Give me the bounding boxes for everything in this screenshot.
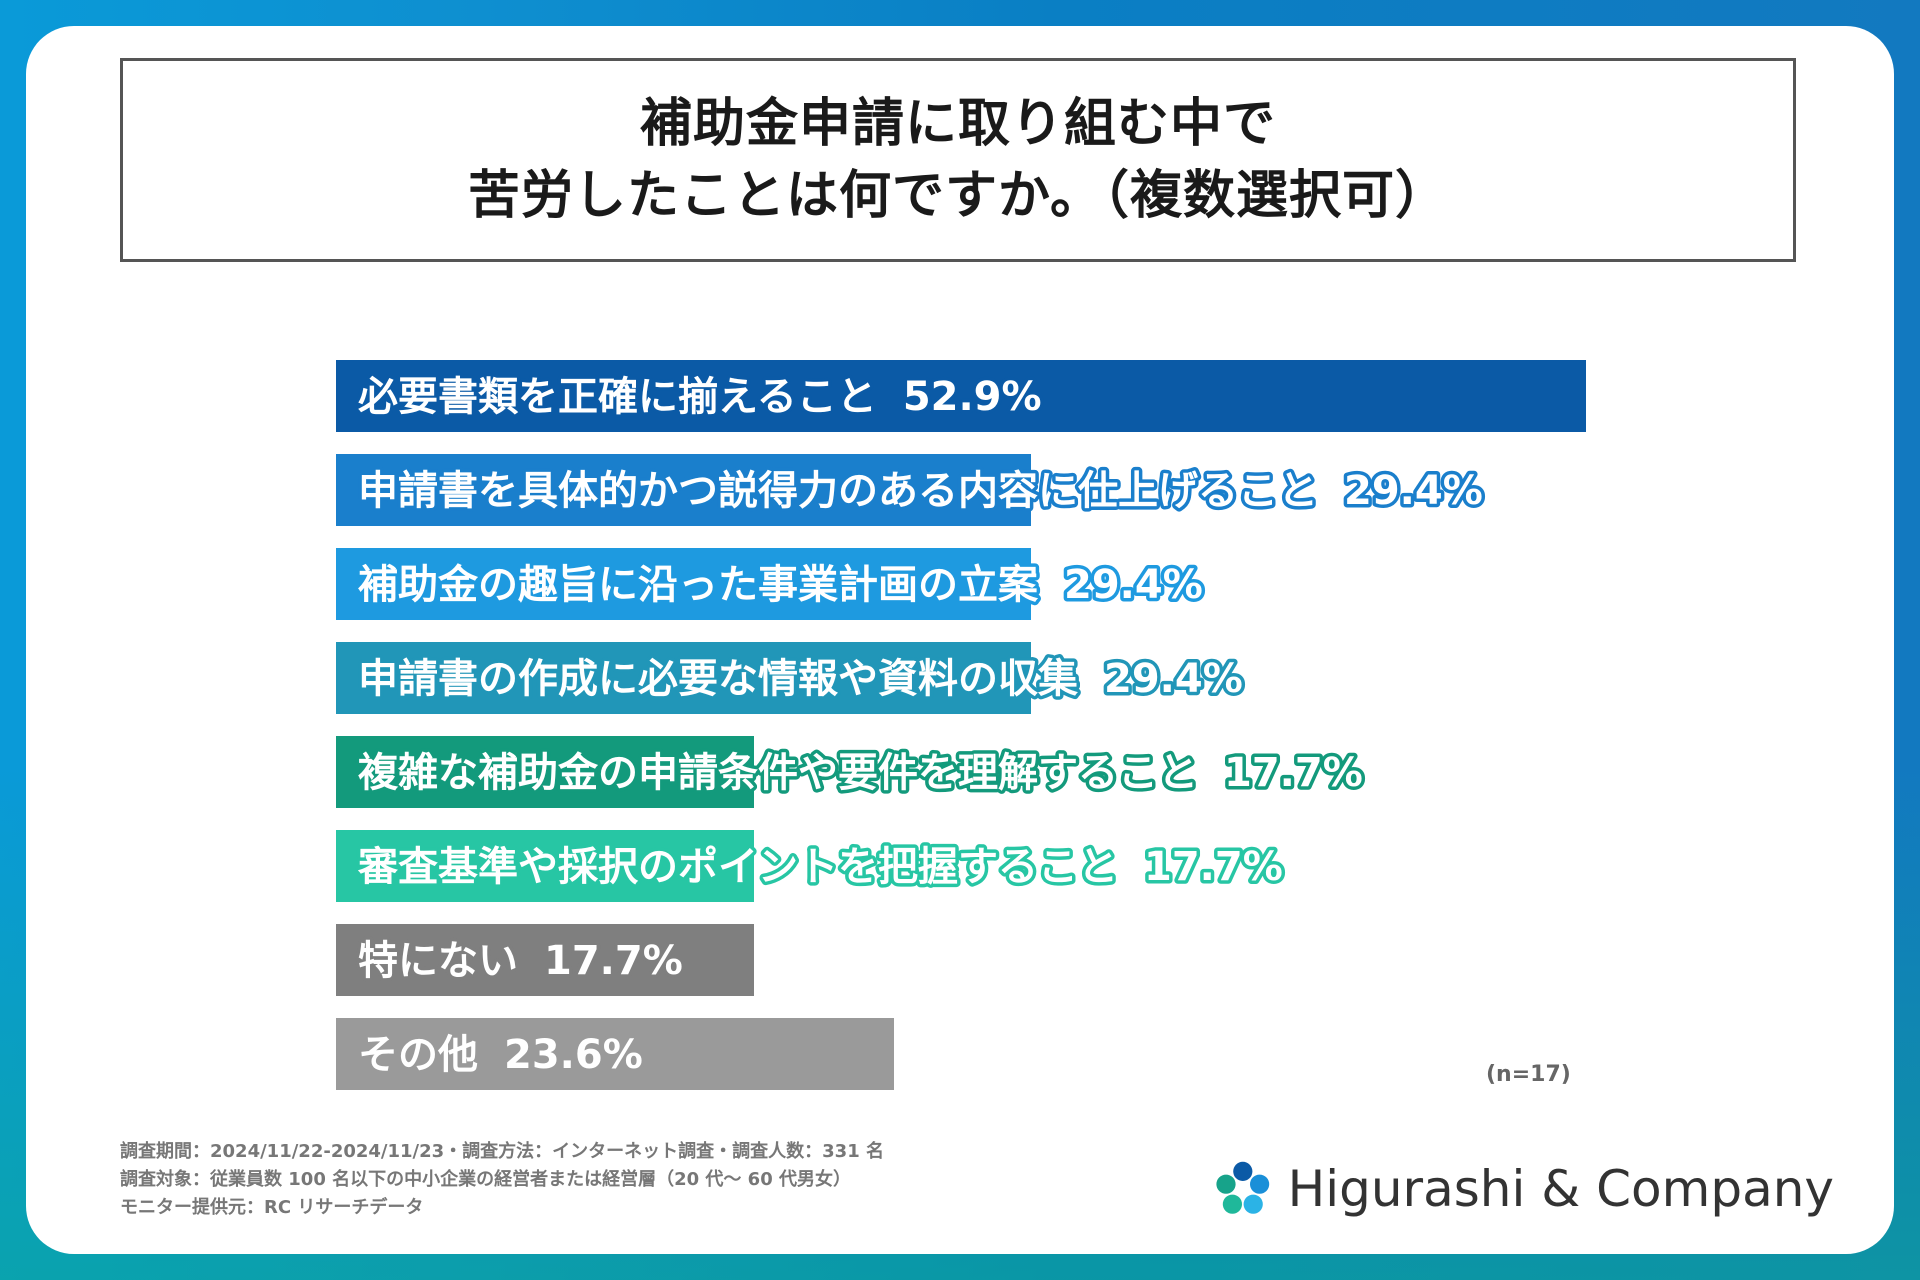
bar-label-5: 審査基準や採択のポイントを把握すること 17.7%: [357, 844, 1283, 890]
category-label-6: 特にない: [358, 938, 518, 984]
flower-logo-icon: [1216, 1161, 1270, 1214]
value-label-0: 52.9%: [903, 374, 1042, 420]
bar-1: [336, 454, 1031, 526]
company-name: Higurashi & Company: [1287, 1160, 1834, 1218]
category-label-1: 申請書を具体的かつ説得力のある内容に仕上げること: [358, 468, 1318, 514]
category-label-3: 申請書の作成に必要な情報や資料の収集: [358, 656, 1078, 702]
bar-4: [336, 736, 754, 808]
bar-label-1: 申請書を具体的かつ説得力のある内容に仕上げること 29.4%: [358, 468, 1483, 514]
category-label-5: 審査基準や採択のポイントを把握すること: [357, 844, 1118, 890]
bar-2: [336, 548, 1031, 620]
title-line-2: 苦労したことは何ですか。（複数選択可）: [468, 166, 1448, 226]
footnote-line-2: 調査対象：従業員数 100 名以下の中小企業の経営者または経営層（20 代〜 6…: [120, 1169, 852, 1190]
value-label-5: 17.7%: [1144, 844, 1283, 890]
footnote-line-3: モニター提供元：RC リサーチデータ: [120, 1197, 424, 1218]
bar-chart: 必要書類を正確に揃えること 52.9% 申請書を具体的かつ説得力のある内容に仕上げる…: [336, 360, 1586, 1090]
bar-label-6: 特にない 17.7%: [358, 938, 683, 984]
bar-5: [336, 830, 754, 902]
bar-label-3: 申請書の作成に必要な情報や資料の収集 29.4%: [358, 656, 1243, 702]
value-label-4: 17.7%: [1224, 750, 1363, 796]
bar-7: [336, 1018, 894, 1090]
category-label-2: 補助金の趣旨に沿った事業計画の立案: [358, 562, 1039, 608]
title-box: 補助金申請に取り組む中で 苦労したことは何ですか。（複数選択可）: [120, 58, 1796, 262]
company-logo: Higurashi & Company: [1214, 1144, 1834, 1234]
survey-footnotes: 調査期間：2024/11/22-2024/11/23・調査方法：インターネット調…: [120, 1138, 884, 1222]
sample-size-note: (n=17): [1486, 1062, 1571, 1087]
bar-3: [336, 642, 1031, 714]
value-label-7: 23.6%: [504, 1032, 643, 1078]
category-label-7: その他: [358, 1032, 478, 1078]
value-label-3: 29.4%: [1104, 656, 1243, 702]
bar-0: [336, 360, 1586, 432]
category-label-4: 複雑な補助金の申請条件や要件を理解すること: [358, 750, 1198, 796]
bar-label-4: 複雑な補助金の申請条件や要件を理解すること 17.7%: [358, 750, 1363, 796]
bar-6: [336, 924, 754, 996]
title-line-1: 補助金申請に取り組む中で: [639, 94, 1276, 154]
content-card: 補助金申請に取り組む中で 苦労したことは何ですか。（複数選択可） 必要書類を正確…: [26, 26, 1894, 1254]
value-label-1: 29.4%: [1344, 468, 1483, 514]
category-label-0: 必要書類を正確に揃えること: [358, 374, 877, 420]
bar-label-2: 補助金の趣旨に沿った事業計画の立案 29.4%: [358, 562, 1203, 608]
bar-label-0: 必要書類を正確に揃えること 52.9%: [358, 374, 1042, 420]
footnote-line-1: 調査期間：2024/11/22-2024/11/23・調査方法：インターネット調…: [120, 1141, 884, 1162]
value-label-2: 29.4%: [1064, 562, 1203, 608]
bar-label-7: その他 23.6%: [358, 1032, 643, 1078]
value-label-6: 17.7%: [544, 938, 683, 984]
